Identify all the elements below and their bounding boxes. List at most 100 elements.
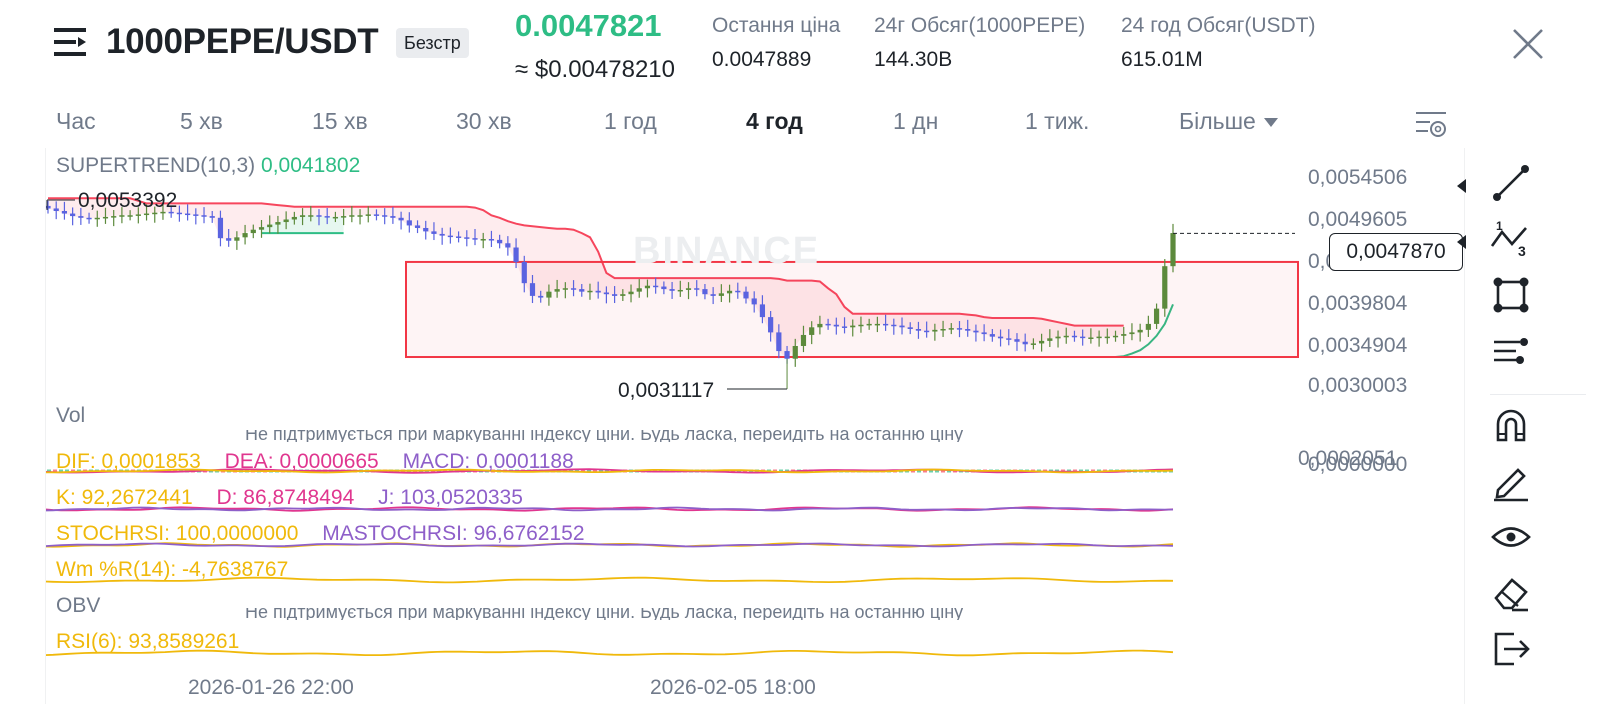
candle-body: [973, 330, 979, 333]
parallel-lines-icon[interactable]: [1490, 330, 1532, 372]
rsi-legend: RSI(6): 93,8589261: [56, 630, 240, 653]
candle-body: [702, 289, 708, 295]
candle-body: [940, 328, 946, 331]
macd-bar: [587, 469, 591, 473]
candle-body: [357, 215, 363, 217]
candle-body: [505, 243, 511, 248]
wr-legend: Wm %R(14): -4,7638767: [56, 558, 289, 581]
candle-body: [570, 288, 577, 290]
candle-body: [653, 285, 659, 288]
candle-body: [94, 217, 100, 220]
macd-bar: [929, 469, 933, 473]
candle-body: [1145, 323, 1151, 330]
stat-volume-quote: 24 год Обсяг(USDT) 615.01M: [1121, 14, 1316, 72]
timeframe-bar: Час 5 хв 15 хв 30 хв 1 год 4 год 1 дн 1 …: [0, 100, 1600, 144]
header: 1000PEPE/USDT Безстр 0.0047821 ≈ $0.0047…: [0, 0, 1600, 96]
candle-body: [209, 216, 215, 218]
date-axis-label: 2026-01-26 22:00: [188, 676, 354, 699]
candle-body: [111, 216, 117, 218]
candle-body: [1104, 336, 1110, 339]
supertrend-value: 0,0041802: [261, 154, 361, 177]
tab-15m[interactable]: 15 хв: [312, 108, 368, 134]
eye-icon[interactable]: [1490, 516, 1532, 558]
tab-1d[interactable]: 1 дн: [893, 108, 939, 134]
candle-body: [193, 214, 199, 216]
exit-icon[interactable]: [1490, 628, 1532, 670]
close-icon[interactable]: [1510, 26, 1546, 62]
candle-body: [201, 215, 207, 217]
current-price: 0.0047821: [515, 8, 662, 43]
mastochrsi-line: [45, 542, 1174, 548]
macd-bar: [53, 469, 57, 473]
menu-icon[interactable]: [52, 24, 88, 60]
price-axis-label: 0,0049605: [1308, 208, 1408, 231]
macd-axis-label: 0,0000000: [1308, 453, 1408, 476]
indicator-lines-layer: [45, 199, 1295, 657]
candle-body: [398, 217, 404, 221]
candle-body: [579, 289, 585, 292]
candle-body: [603, 292, 609, 295]
candle-body: [341, 216, 347, 218]
candle-body: [924, 330, 930, 333]
candle-body: [644, 285, 651, 289]
fib-tool-icon[interactable]: 1 3: [1490, 218, 1532, 260]
candle-body: [53, 208, 59, 212]
candle-body: [685, 288, 692, 290]
tab-4h[interactable]: 4 год: [746, 108, 803, 134]
chart-settings-icon[interactable]: [1414, 108, 1448, 140]
tab-time[interactable]: Час: [56, 108, 96, 134]
trend-line-icon[interactable]: [1490, 162, 1532, 204]
candle-body: [324, 216, 330, 218]
macd-bar: [599, 469, 603, 473]
caret-left-icon[interactable]: [1457, 179, 1466, 193]
candle-body: [45, 205, 51, 209]
candle-body: [776, 332, 782, 352]
stat-label: Остання ціна: [712, 14, 841, 37]
candle-body: [735, 290, 741, 293]
d-value: D: 86,8748494: [216, 486, 355, 509]
stat-label: 24 год Обсяг(USDT): [1121, 14, 1316, 37]
candle-body: [480, 239, 486, 241]
candle-body: [956, 328, 963, 330]
magnet-icon[interactable]: [1490, 404, 1532, 446]
tab-30m[interactable]: 30 хв: [456, 108, 512, 134]
candle-body: [382, 215, 388, 217]
eraser-icon[interactable]: [1490, 572, 1532, 614]
vol-notice: Не підтримується при маркуванні індексу …: [245, 430, 963, 442]
tab-more[interactable]: Більше: [1179, 108, 1278, 135]
symbol-title[interactable]: 1000PEPE/USDT: [106, 22, 379, 61]
dea-value: DEA: 0,0000665: [224, 450, 379, 473]
candle-body: [70, 213, 76, 217]
candle-body: [267, 224, 273, 228]
caret-left-icon[interactable]: [1457, 235, 1466, 249]
candle-body: [308, 215, 314, 217]
candle-body: [1014, 339, 1020, 342]
rectangle-tool-icon[interactable]: [1490, 274, 1532, 316]
candle-body: [538, 295, 544, 298]
candle-body: [152, 212, 158, 215]
candle-body: [275, 222, 281, 225]
candle-body: [226, 238, 232, 241]
candle-body: [332, 216, 339, 219]
price-chart[interactable]: [45, 148, 1465, 704]
tab-1h[interactable]: 1 год: [604, 108, 657, 134]
pencil-icon[interactable]: [1490, 460, 1532, 502]
macd-bar: [593, 469, 597, 473]
macd-bar: [935, 469, 939, 473]
range-box: [405, 260, 1299, 359]
candle-body: [726, 290, 733, 294]
candle-body: [127, 215, 133, 217]
macd-bar: [923, 469, 927, 473]
candle-body: [1030, 343, 1037, 345]
price-axis-label: 0,0054506: [1308, 166, 1408, 189]
k-value: K: 92,2672441: [56, 486, 193, 509]
tab-5m[interactable]: 5 хв: [180, 108, 223, 134]
binance-watermark: BINANCE: [633, 230, 821, 272]
price-axis-label: 0,0030003: [1308, 374, 1408, 397]
supertrend-name: SUPERTREND(10,3): [56, 154, 256, 177]
price-usd: ≈ $0.00478210: [515, 56, 675, 83]
wr-line: [45, 576, 1174, 584]
tab-1w[interactable]: 1 тиж.: [1025, 108, 1090, 134]
candle-body: [981, 332, 987, 335]
vol-notice-text: Не підтримується при маркуванні індексу …: [245, 430, 964, 442]
